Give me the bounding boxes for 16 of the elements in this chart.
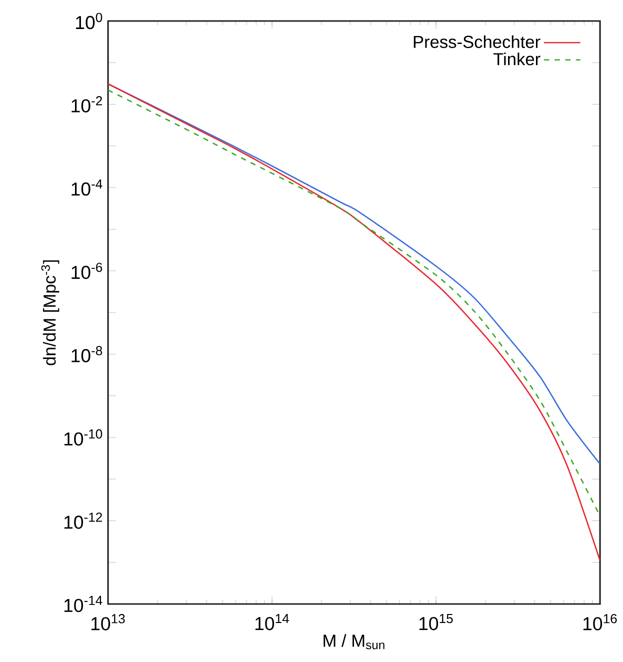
x-tick-label: 10$^{15}$: [419, 614, 453, 630]
y-tick-label: 10$^{-4}$: [72, 180, 102, 196]
y-tick-label: 10$^{-6}$: [72, 262, 102, 280]
y-tick-label: 10$^{-8}$: [72, 346, 102, 362]
x-tick-label: 10$^{14}$: [255, 614, 289, 630]
y-axis-title: dn/dM [Mpc$^{-3}$]: [41, 260, 60, 366]
y-tick-label: 10$^{-10}$: [64, 429, 102, 446]
y-tick-label: 10$^{0}$: [76, 12, 102, 30]
x-tick-label: 10$^{13}$: [91, 614, 125, 630]
y-tick-label: 10$^{-12}$: [64, 512, 102, 529]
x-axis-title: M / M$_{sun}$: [324, 634, 384, 650]
x-tick-label: 10$^{16}$: [583, 614, 617, 630]
legend-label: Press-Schechter: [414, 35, 540, 48]
legend-label: Tinker: [493, 52, 540, 66]
y-tick-label: 10$^{-2}$: [72, 96, 102, 112]
y-tick-label: 10$^{-14}$: [64, 596, 102, 612]
